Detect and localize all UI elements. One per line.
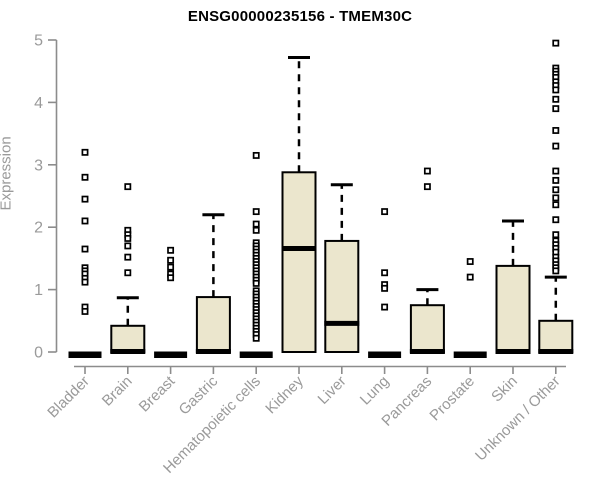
box-group-gastric <box>195 213 231 354</box>
box-rect <box>324 239 360 353</box>
box-rect <box>281 171 317 353</box>
outlier-point <box>552 39 560 47</box>
outlier-point <box>552 86 560 94</box>
outlier-point <box>167 274 175 282</box>
outlier-point <box>252 208 260 216</box>
outlier-point <box>381 303 389 311</box>
outlier-point <box>81 195 89 203</box>
x-tick-label: Bladder <box>44 373 93 422</box>
x-tick-label: Liver <box>315 373 350 408</box>
outlier-point <box>381 269 389 277</box>
outlier-point <box>124 234 132 242</box>
outlier-point <box>381 208 389 216</box>
x-tick-label: Skin <box>488 373 521 406</box>
x-tick-label: Brain <box>99 373 136 410</box>
outlier-point <box>252 334 260 342</box>
outlier-point <box>81 173 89 181</box>
outlier-point <box>552 176 560 184</box>
x-tick-label: Kidney <box>262 372 307 417</box>
outlier-point <box>81 217 89 225</box>
outlier-point <box>252 220 260 228</box>
outlier-point <box>552 216 560 224</box>
outlier-point <box>167 263 175 271</box>
flat-box <box>68 351 102 358</box>
y-tick-label: 0 <box>34 345 43 362</box>
outlier-point <box>552 167 560 175</box>
outlier-point <box>423 183 431 191</box>
box-group-liver <box>324 183 360 353</box>
y-tick-label: 2 <box>34 220 43 237</box>
y-tick-label: 3 <box>34 157 43 174</box>
outlier-point <box>252 226 260 234</box>
box-group-kidney <box>281 55 317 353</box>
box-rect <box>495 264 531 353</box>
outlier-point <box>552 127 560 134</box>
outlier-point <box>381 284 389 292</box>
x-tick-label: Breast <box>136 372 179 415</box>
flat-box <box>453 351 487 358</box>
outlier-point <box>423 167 431 175</box>
outlier-point <box>124 183 132 191</box>
outlier-point <box>552 231 560 239</box>
outlier-point <box>552 201 560 209</box>
box-group-prostate <box>453 258 487 358</box>
outlier-point <box>466 258 474 265</box>
box-rect <box>538 319 574 353</box>
outlier-point <box>167 246 175 254</box>
outlier-point <box>552 194 560 202</box>
box-rect <box>409 304 445 354</box>
outlier-point <box>81 245 89 253</box>
outlier-point <box>552 142 560 150</box>
flat-box <box>368 351 402 358</box>
outlier-point <box>81 307 89 315</box>
y-tick-label: 5 <box>34 33 43 50</box>
outlier-point <box>252 151 260 159</box>
box-group-lung <box>368 208 402 358</box>
outlier-point <box>124 269 132 277</box>
box-group-brain <box>110 183 146 354</box>
outlier-point <box>466 273 474 281</box>
outlier-point <box>552 95 560 103</box>
outlier-point <box>81 148 89 156</box>
x-tick-label: Prostate <box>426 373 478 425</box>
box-group-pancreas <box>409 167 445 354</box>
box-group-breast <box>154 246 188 358</box>
outlier-point <box>552 267 560 275</box>
outlier-point <box>552 105 560 113</box>
outlier-point <box>167 256 175 264</box>
box-group-hematopoietic-cells <box>239 151 273 358</box>
box-group-bladder <box>68 148 102 358</box>
outlier-point <box>81 278 89 286</box>
outlier-point <box>552 186 560 194</box>
box-rect <box>110 324 146 353</box>
outlier-point <box>124 242 132 250</box>
flat-box <box>154 351 188 358</box>
chart-title: ENSG00000235156 - TMEM30C <box>187 8 413 25</box>
box-group-unknown-other <box>538 39 574 354</box>
x-tick-label: Lung <box>357 373 393 409</box>
y-tick-label: 4 <box>34 95 43 112</box>
flat-box <box>239 351 273 358</box>
outlier-point <box>252 279 260 287</box>
box-group-skin <box>495 219 531 354</box>
box-rect <box>195 296 231 354</box>
outlier-point <box>124 253 132 261</box>
y-tick-label: 1 <box>34 282 43 299</box>
